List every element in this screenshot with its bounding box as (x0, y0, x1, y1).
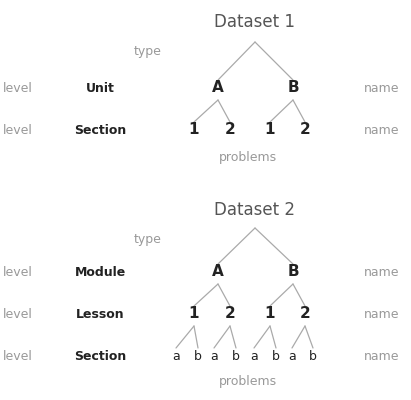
Text: Lesson: Lesson (76, 308, 124, 320)
Text: Dataset 1: Dataset 1 (215, 13, 296, 31)
Text: b: b (194, 350, 202, 362)
Text: 2: 2 (300, 122, 310, 138)
Text: a: a (250, 350, 258, 362)
Text: problems: problems (219, 152, 277, 164)
Text: type: type (134, 46, 162, 58)
Text: 2: 2 (225, 122, 236, 138)
Text: b: b (272, 350, 280, 362)
Text: level: level (3, 266, 33, 278)
Text: B: B (287, 264, 299, 280)
Text: level: level (3, 308, 33, 320)
Text: A: A (212, 80, 224, 96)
Text: type: type (134, 234, 162, 246)
Text: name: name (364, 124, 400, 136)
Text: a: a (288, 350, 296, 362)
Text: level: level (3, 82, 33, 94)
Text: b: b (309, 350, 317, 362)
Text: level: level (3, 124, 33, 136)
Text: Section: Section (74, 350, 126, 362)
Text: 2: 2 (300, 306, 310, 322)
Text: 1: 1 (189, 122, 199, 138)
Text: B: B (287, 80, 299, 96)
Text: a: a (210, 350, 218, 362)
Text: A: A (212, 264, 224, 280)
Text: b: b (232, 350, 240, 362)
Text: name: name (364, 266, 400, 278)
Text: Module: Module (74, 266, 126, 278)
Text: name: name (364, 350, 400, 362)
Text: Unit: Unit (85, 82, 114, 94)
Text: 2: 2 (225, 306, 236, 322)
Text: name: name (364, 82, 400, 94)
Text: Section: Section (74, 124, 126, 136)
Text: a: a (172, 350, 180, 362)
Text: 1: 1 (189, 306, 199, 322)
Text: problems: problems (219, 374, 277, 388)
Text: 1: 1 (265, 306, 275, 322)
Text: name: name (364, 308, 400, 320)
Text: Dataset 2: Dataset 2 (215, 201, 296, 219)
Text: 1: 1 (265, 122, 275, 138)
Text: level: level (3, 350, 33, 362)
